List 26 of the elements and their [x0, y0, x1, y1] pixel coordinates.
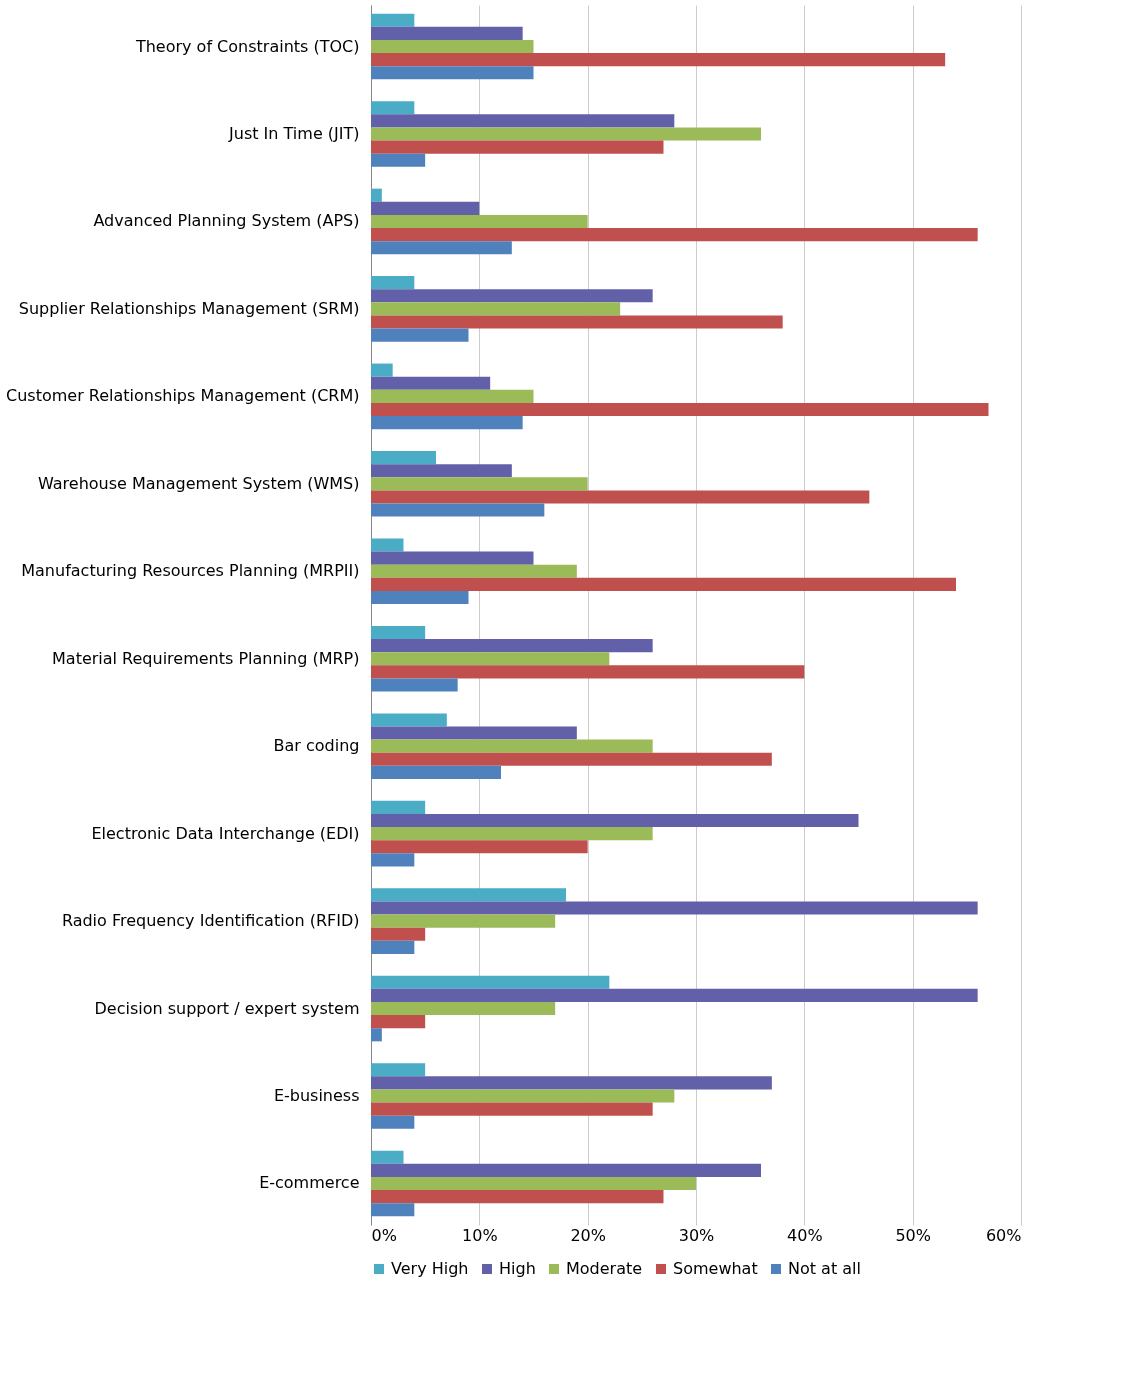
y-tick-label: Warehouse Management System (WMS): [37, 473, 360, 493]
x-tick-label: 20%: [570, 1225, 606, 1245]
y-tick-label: Radio Frequency Identification (RFID): [61, 911, 360, 931]
legend-label: Not at all: [788, 1259, 861, 1278]
x-tick-label: 60%: [985, 1225, 1022, 1245]
y-tick-label: Just In Time (JIT): [228, 124, 360, 143]
legend-label: High: [499, 1259, 536, 1278]
x-tick-label: 0%: [371, 1225, 397, 1245]
y-tick-label: Decision support / expert system: [94, 998, 360, 1018]
legend-label: Somewhat: [673, 1259, 758, 1278]
y-tick-label: Material Requirements Planning (MRP): [52, 648, 360, 668]
y-tick-label: Customer Relationships Management (CRM): [5, 386, 360, 406]
legend-label: Very High: [391, 1259, 469, 1278]
y-tick-label: Advanced Planning System (APS): [93, 211, 360, 231]
y-tick-label: Supplier Relationships Management (SRM): [18, 298, 360, 318]
y-tick-label: Electronic Data Interchange (EDI): [91, 823, 360, 843]
y-tick-label: Bar coding: [273, 736, 360, 756]
x-tick-label: 40%: [787, 1225, 823, 1245]
legend-label: Moderate: [566, 1259, 643, 1278]
y-tick-label: E-business: [273, 1086, 360, 1105]
x-tick-label: 50%: [895, 1225, 931, 1245]
y-tick-label: Theory of Constraints (TOC): [134, 36, 360, 56]
x-tick-label: 30%: [678, 1225, 715, 1245]
y-tick-label: E-commerce: [259, 1173, 360, 1193]
x-tick-label: 10%: [462, 1225, 498, 1245]
y-tick-label: Manufacturing Resources Planning (MRPII): [21, 561, 360, 581]
